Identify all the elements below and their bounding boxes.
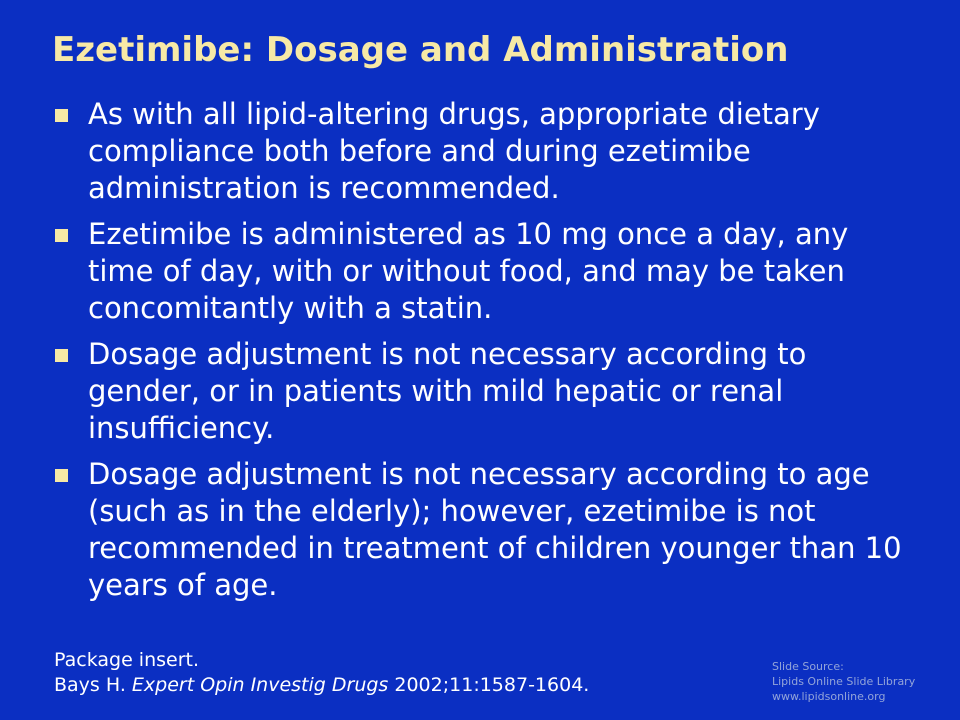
bullet-text: Ezetimibe is administered as 10 mg once …	[88, 217, 849, 325]
square-bullet-icon	[55, 349, 68, 362]
square-bullet-icon	[55, 229, 68, 242]
bullet-text: Dosage adjustment is not necessary accor…	[88, 337, 807, 445]
reference-package-insert: Package insert.	[54, 649, 200, 671]
reference-citation: 2002;11:1587-1604.	[388, 674, 590, 696]
source-label: Slide Source:	[772, 660, 844, 673]
square-bullet-icon	[55, 469, 68, 482]
reference-author: Bays H.	[54, 674, 132, 696]
bullet-list: As with all lipid-altering drugs, approp…	[52, 96, 912, 613]
bullet-item: Ezetimibe is administered as 10 mg once …	[52, 216, 912, 327]
bullet-text: Dosage adjustment is not necessary accor…	[88, 457, 902, 602]
slide-title: Ezetimibe: Dosage and Administration	[52, 30, 789, 70]
source-library: Lipids Online Slide Library	[772, 675, 916, 688]
slide-source: Slide Source: Lipids Online Slide Librar…	[772, 659, 952, 704]
reference-bays: Bays H. Expert Opin Investig Drugs 2002;…	[54, 673, 754, 698]
bullet-item: As with all lipid-altering drugs, approp…	[52, 96, 912, 207]
references: Package insert. Bays H. Expert Opin Inve…	[54, 648, 754, 698]
bullet-item: Dosage adjustment is not necessary accor…	[52, 336, 912, 447]
square-bullet-icon	[55, 109, 68, 122]
reference-journal: Expert Opin Investig Drugs	[131, 674, 389, 696]
bullet-text: As with all lipid-altering drugs, approp…	[88, 97, 820, 205]
bullet-item: Dosage adjustment is not necessary accor…	[52, 456, 912, 604]
source-url: www.lipidsonline.org	[772, 690, 886, 703]
